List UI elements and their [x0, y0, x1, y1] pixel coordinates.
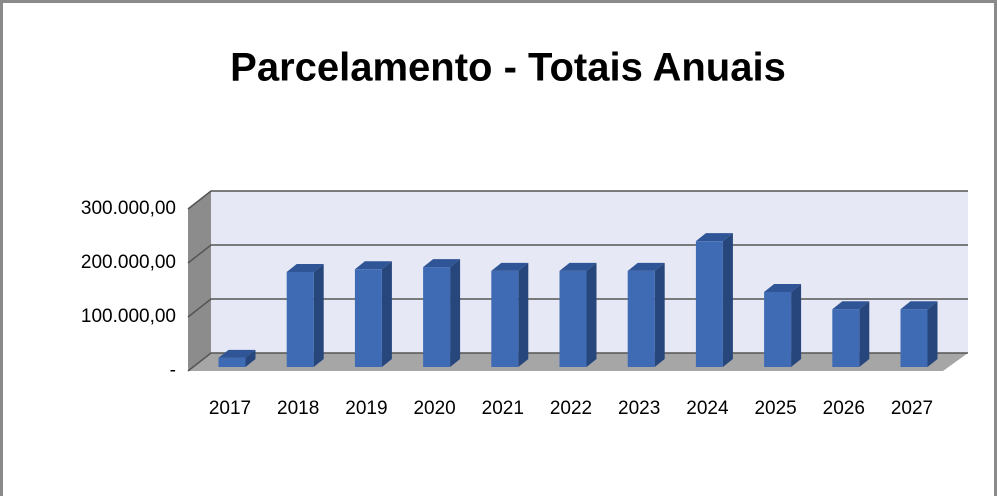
x-tick-label: 2027 — [891, 398, 933, 419]
bar-side — [791, 283, 802, 367]
bar-front — [218, 357, 246, 367]
bar-front — [627, 270, 655, 367]
bar-front — [695, 241, 723, 367]
bar-top — [695, 233, 733, 242]
bar — [695, 233, 733, 367]
bar-top — [764, 283, 802, 292]
bar-front — [354, 269, 382, 367]
bar — [423, 259, 461, 367]
bar-top — [627, 262, 665, 271]
chart-title: Parcelamento - Totais Anuais — [230, 46, 786, 90]
bar-side — [722, 233, 733, 367]
x-tick-label: 2024 — [686, 398, 729, 419]
bar-side — [586, 262, 597, 367]
y-tick-label: 200.000,00 — [81, 252, 176, 273]
x-tick-label: 2022 — [550, 398, 592, 419]
bar-side — [313, 263, 324, 367]
bar — [764, 283, 802, 367]
bar — [491, 262, 529, 367]
x-tick-label: 2019 — [345, 398, 387, 419]
bar-front — [491, 270, 519, 367]
x-tick-label: 2025 — [754, 398, 796, 419]
x-tick-label: 2017 — [209, 398, 251, 419]
bar-top — [423, 259, 461, 268]
x-tick-label: 2021 — [482, 398, 524, 419]
bar — [354, 261, 392, 367]
bar-top — [354, 261, 392, 270]
bar-top — [900, 301, 938, 310]
bar-side — [859, 301, 870, 367]
y-tick-label: - — [170, 360, 176, 381]
bar-front — [559, 270, 587, 367]
x-tick-label: 2018 — [277, 398, 319, 419]
bar — [559, 262, 597, 367]
bar-side — [245, 349, 256, 367]
bar-side — [518, 262, 529, 367]
bar-side — [450, 259, 461, 367]
bar-top — [286, 263, 324, 272]
bar-side — [654, 262, 665, 367]
bar-front — [764, 291, 792, 367]
x-tick-label: 2023 — [618, 398, 660, 419]
bar — [832, 301, 870, 367]
bar-side — [927, 301, 938, 367]
bar-front — [832, 309, 860, 367]
grid-line — [187, 190, 968, 210]
bar — [627, 262, 665, 367]
x-tick-label: 2026 — [823, 398, 865, 419]
y-tick-label: 300.000,00 — [81, 198, 176, 219]
bar-front — [286, 271, 314, 367]
bar-front — [900, 309, 928, 367]
bar-top — [491, 262, 529, 271]
bar-side — [381, 261, 392, 367]
bar-front — [423, 267, 451, 367]
x-tick-label: 2020 — [413, 398, 455, 419]
bar-top — [832, 301, 870, 310]
bar — [218, 349, 256, 367]
bar-top — [218, 349, 256, 358]
bar — [900, 301, 938, 367]
bar — [286, 263, 324, 367]
bar-top — [559, 262, 597, 271]
y-tick-label: 100.000,00 — [81, 306, 176, 327]
side-wall — [188, 191, 211, 371]
